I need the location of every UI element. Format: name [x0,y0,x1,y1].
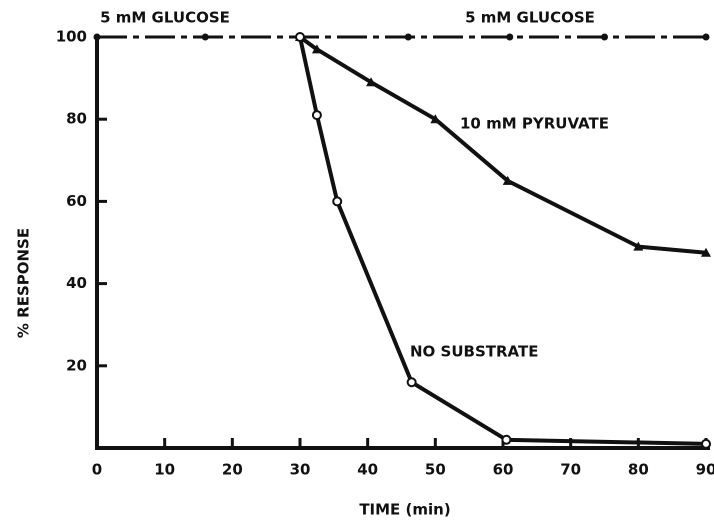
x-tick-label: 70 [560,461,581,479]
marker [93,33,101,41]
x-tick-label: 80 [628,461,649,479]
x-tick-label: 90 [696,461,714,479]
marker [366,77,377,87]
series-line [298,35,707,255]
x-tick-label: 20 [222,461,243,479]
y-tick-label: 80 [66,110,87,128]
series-label: 10 mM PYRUVATE [460,115,609,133]
marker [702,33,710,41]
x-tick-label: 60 [493,461,514,479]
marker [701,247,711,257]
x-tick-label: 10 [154,461,175,479]
marker [633,241,644,251]
annotation: 5 mM GLUCOSE [465,9,595,27]
y-tick-label: 20 [66,356,87,374]
marker [430,114,441,124]
marker [404,33,412,41]
series-label: NO SUBSTRATE [410,343,538,361]
marker [701,438,711,449]
x-tick-label: 0 [92,461,102,479]
y-tick-label: 40 [66,274,87,292]
annotation: 5 mM GLUCOSE [100,9,230,27]
y-tick-label: 100 [56,28,87,46]
marker [201,33,209,41]
marker [311,110,322,121]
y-axis-label: % RESPONSE [15,228,33,338]
marker [501,434,512,445]
x-tick-label: 50 [425,461,446,479]
y-tick-label: 60 [66,192,87,210]
marker [406,377,417,388]
marker [502,175,513,185]
x-axis-label: TIME (min) [359,501,450,519]
x-tick-label: 40 [357,461,378,479]
series-line [298,36,707,446]
x-tick-label: 30 [290,461,311,479]
marker [506,33,514,41]
marker [295,32,305,42]
marker [601,33,608,41]
marker [332,196,343,207]
marker [311,44,322,54]
